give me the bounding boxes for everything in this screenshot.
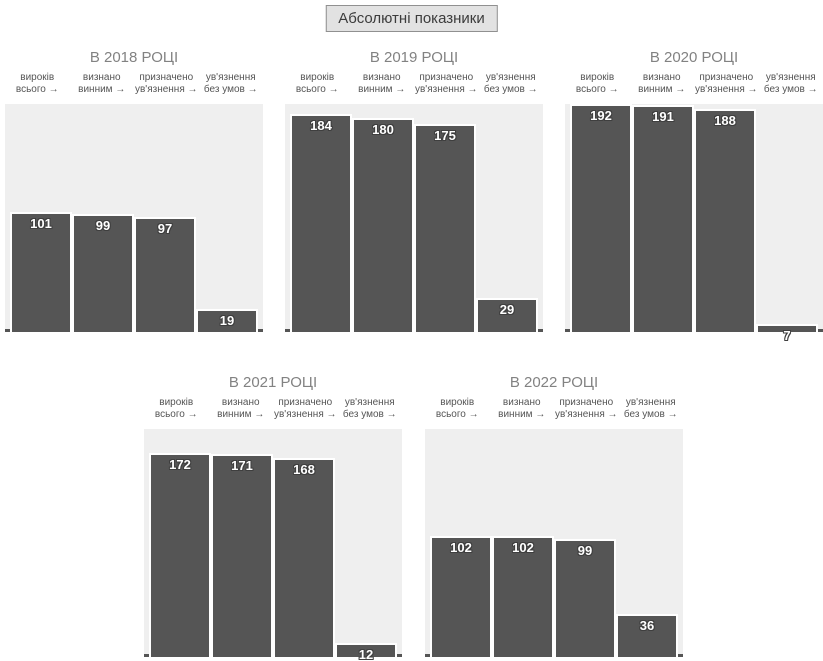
bar-value-label: 19 bbox=[219, 313, 235, 329]
bar: 191 bbox=[632, 105, 694, 332]
plot-area: 192 191 188 7 bbox=[565, 104, 823, 343]
bar: 172 bbox=[149, 452, 211, 657]
bar-value-label: 180 bbox=[372, 122, 394, 138]
chart-year-title: В 2019 РОЦІ bbox=[369, 49, 459, 66]
bar-value-label: 99 bbox=[577, 543, 593, 559]
plot-area: 101 99 97 19 bbox=[5, 104, 263, 332]
year-chart: В 2019 РОЦІ вироків всього → визнано винним… bbox=[285, 48, 543, 332]
year-chart: В 2020 РОЦІ вироків всього → визнано винним… bbox=[565, 48, 823, 343]
category-label: визнано винним → bbox=[217, 397, 265, 420]
bar: 19 bbox=[196, 309, 258, 332]
bar-value-label: 102 bbox=[450, 539, 472, 555]
category-label: ув'язнення без умов → bbox=[763, 72, 818, 95]
category-label: ув'язнення без умов → bbox=[342, 397, 397, 420]
category-label: призначено ув'язнення → bbox=[414, 72, 478, 95]
bar: 36 bbox=[616, 614, 678, 657]
bar: 168 bbox=[273, 457, 335, 657]
category-label: визнано винним → bbox=[638, 72, 686, 95]
bar-value-label: 191 bbox=[652, 109, 674, 125]
year-chart: В 2022 РОЦІ вироків всього → визнано винним… bbox=[425, 373, 683, 657]
bar: 192 bbox=[570, 104, 632, 332]
bar-value-label: 175 bbox=[434, 128, 456, 144]
chart-title-button[interactable]: Абсолютні показники bbox=[325, 5, 498, 32]
category-label: визнано винним → bbox=[78, 72, 126, 95]
bar-value-label: 29 bbox=[499, 301, 515, 317]
plot-area: 102 102 99 36 bbox=[425, 429, 683, 657]
bar-value-label: 171 bbox=[231, 457, 253, 473]
year-chart: В 2021 РОЦІ вироків всього → визнано винним… bbox=[144, 373, 402, 661]
bar: 184 bbox=[290, 113, 352, 332]
category-labels-row: вироків всього → визнано винним → призначено… bbox=[285, 72, 543, 96]
category-label: ув'язнення без умов → bbox=[483, 72, 538, 95]
bar-value-label: 101 bbox=[30, 216, 52, 232]
bar: 99 bbox=[72, 214, 134, 332]
bar-value-label: 97 bbox=[157, 220, 173, 236]
category-label: визнано винним → bbox=[498, 397, 546, 420]
category-label: вироків всього → bbox=[154, 397, 198, 420]
category-label: вироків всього → bbox=[15, 72, 59, 95]
category-labels-row: вироків всього → визнано винним → призначено… bbox=[5, 72, 263, 96]
plot-area: 172 171 168 12 bbox=[144, 429, 402, 661]
bar: 175 bbox=[414, 124, 476, 332]
category-label: вироків всього → bbox=[435, 397, 479, 420]
category-labels-row: вироків всього → визнано винним → призначено… bbox=[144, 397, 402, 421]
bar: 12 bbox=[335, 642, 397, 661]
bar: 101 bbox=[10, 212, 72, 332]
chart-year-title: В 2018 РОЦІ bbox=[89, 49, 179, 66]
bar-value-label: 184 bbox=[310, 117, 332, 133]
bar-value-label: 102 bbox=[512, 539, 534, 555]
bar: 99 bbox=[554, 539, 616, 657]
category-labels-row: вироків всього → визнано винним → призначено… bbox=[425, 397, 683, 421]
bar-value-label: 188 bbox=[714, 112, 736, 128]
bar-value-label: 99 bbox=[95, 218, 111, 234]
bar: 102 bbox=[492, 535, 554, 657]
chart-year-title: В 2020 РОЦІ bbox=[649, 49, 739, 66]
bar-value-label: 12 bbox=[358, 646, 374, 661]
chart-year-title: В 2021 РОЦІ bbox=[228, 374, 318, 391]
category-label: вироків всього → bbox=[295, 72, 339, 95]
category-label: призначено ув'язнення → bbox=[273, 397, 337, 420]
bar: 102 bbox=[430, 535, 492, 657]
category-label: призначено ув'язнення → bbox=[134, 72, 198, 95]
category-label: вироків всього → bbox=[575, 72, 619, 95]
category-label: ув'язнення без умов → bbox=[623, 397, 678, 420]
category-label: ув'язнення без умов → bbox=[203, 72, 258, 95]
bar-value-label: 172 bbox=[169, 456, 191, 472]
category-label: призначено ув'язнення → bbox=[694, 72, 758, 95]
year-chart: В 2018 РОЦІ вироків всього → визнано винним… bbox=[5, 48, 263, 332]
bar: 97 bbox=[134, 216, 196, 332]
category-labels-row: вироків всього → визнано винним → призначено… bbox=[565, 72, 823, 96]
bar-value-label: 168 bbox=[293, 461, 315, 477]
bar: 180 bbox=[352, 118, 414, 332]
bar-value-label: 192 bbox=[590, 108, 612, 123]
bar: 29 bbox=[476, 297, 538, 332]
bar-value-label: 7 bbox=[783, 327, 791, 343]
plot-area: 184 180 175 29 bbox=[285, 104, 543, 332]
category-label: визнано винним → bbox=[358, 72, 406, 95]
chart-year-title: В 2022 РОЦІ bbox=[509, 374, 599, 391]
bar: 7 bbox=[756, 323, 818, 343]
bar: 171 bbox=[211, 453, 273, 657]
bar: 188 bbox=[694, 108, 756, 332]
bar-value-label: 36 bbox=[639, 618, 655, 634]
category-label: призначено ув'язнення → bbox=[554, 397, 618, 420]
